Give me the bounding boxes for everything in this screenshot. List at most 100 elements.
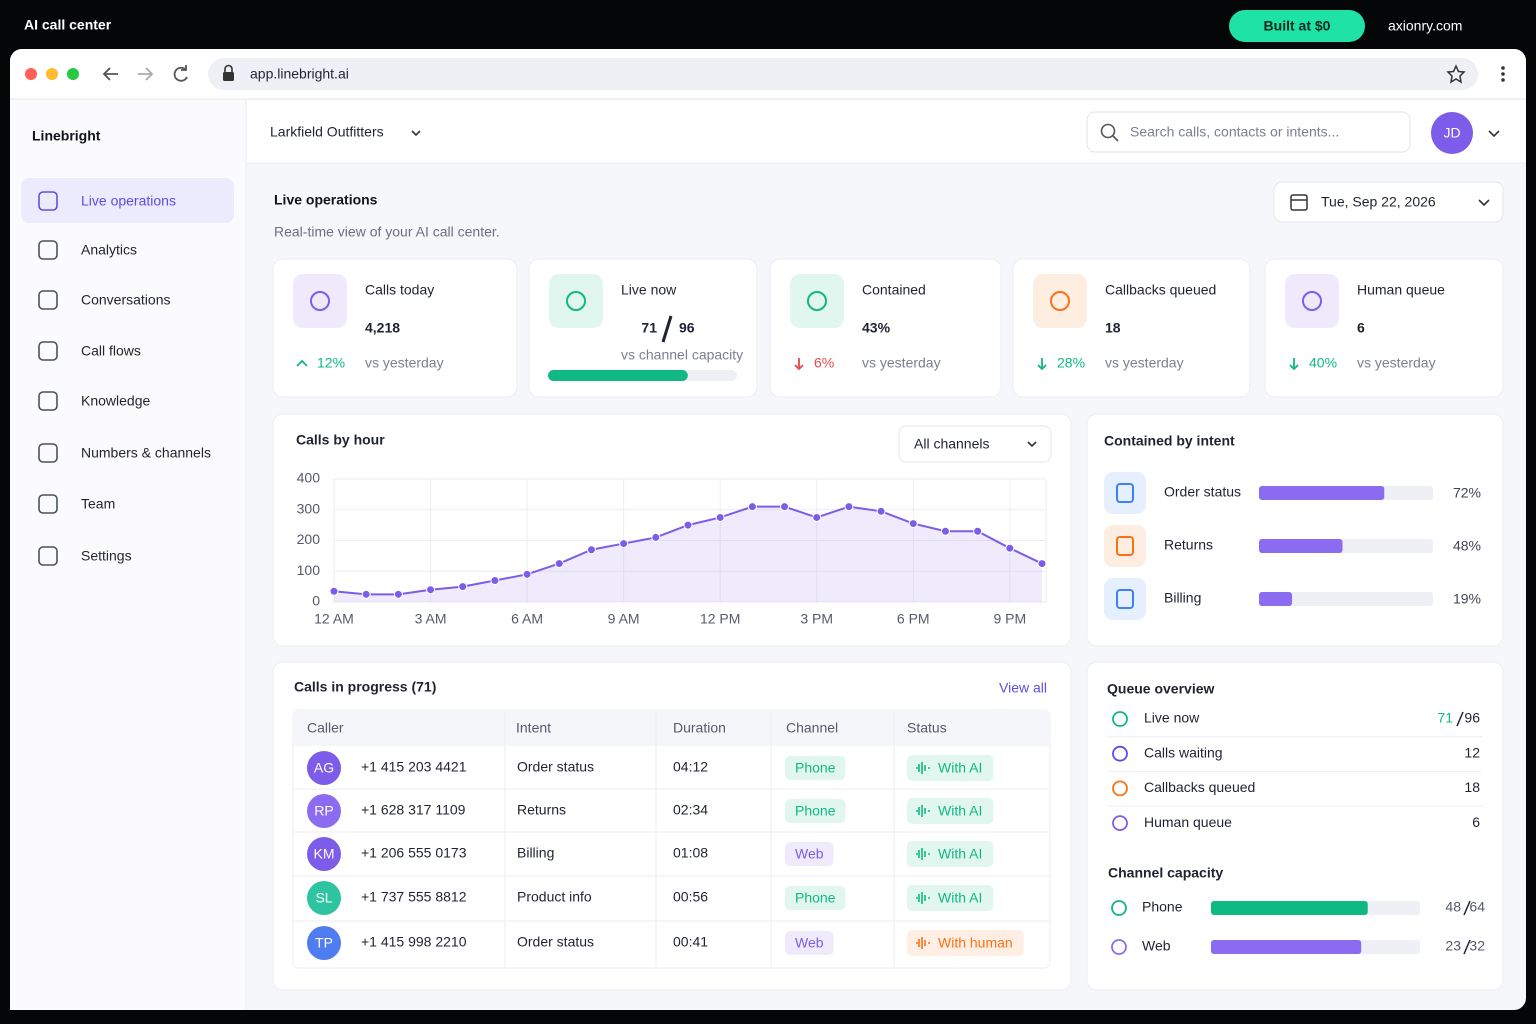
view-all-link[interactable]: View all: [999, 680, 1047, 696]
column-header: Status: [907, 720, 947, 736]
kpi-value: 18: [1105, 320, 1121, 336]
workspace-chevron[interactable]: [411, 130, 421, 137]
channel-filter-text: All channels: [914, 436, 990, 452]
search-icon-handle: [1112, 135, 1119, 142]
kpi-icon-bg: [549, 274, 603, 328]
close-dot[interactable]: [25, 68, 37, 80]
minimize-dot[interactable]: [46, 68, 58, 80]
channel-name: Phone: [1142, 899, 1183, 915]
kpi-icon-bg: [293, 274, 347, 328]
queue-icon: [1112, 815, 1128, 831]
menu-dots[interactable]: [1501, 66, 1505, 82]
status-icon: [916, 937, 930, 949]
point: [586, 545, 596, 555]
intent-card: [1086, 413, 1504, 647]
nav-icon: [38, 391, 58, 411]
point: [876, 506, 886, 516]
search-box[interactable]: [1086, 111, 1411, 153]
point: [1037, 559, 1047, 569]
page-title: Live operations: [274, 192, 378, 208]
point: [812, 512, 822, 522]
kpi-change: 6%: [814, 355, 834, 371]
channel-badge-text: Web: [795, 846, 824, 862]
intent-value-label: 48%: [1453, 538, 1481, 554]
nav-item[interactable]: Settings: [81, 548, 132, 564]
intent-bar: [1259, 539, 1343, 553]
kpi-capacity: 96: [679, 320, 695, 336]
intent-title: Contained by intent: [1104, 433, 1235, 449]
point: [426, 585, 436, 595]
progress-fill: [548, 370, 688, 381]
kpi-value: 43%: [862, 320, 891, 336]
kpi-value: 4,218: [365, 320, 400, 336]
channel-icon: [1111, 900, 1127, 916]
calls-table: [292, 709, 1051, 969]
caller-number: +1 415 203 4421: [361, 759, 467, 775]
caller-number: +1 737 555 8812: [361, 889, 467, 905]
nav-item[interactable]: Conversations: [81, 292, 171, 308]
page-subtitle: Real-time view of your AI call center.: [274, 224, 500, 240]
kpi-icon: [566, 291, 586, 311]
channel-badge: [785, 799, 846, 823]
queue-value: 12: [1464, 744, 1480, 760]
kpi-icon: [1050, 291, 1070, 311]
banner-title: AI call center: [24, 17, 112, 33]
capacity-used: 48: [1445, 899, 1461, 915]
intent-bar: [1259, 592, 1293, 606]
chart-card: [272, 413, 1072, 647]
x-tick-label: 6 AM: [511, 611, 543, 627]
intent-track: [1259, 592, 1433, 606]
nav-item[interactable]: Knowledge: [81, 393, 150, 409]
nav-item[interactable]: Call flows: [81, 343, 141, 359]
date-chevron[interactable]: [1478, 199, 1490, 207]
channel-badge-text: Phone: [795, 803, 836, 819]
forward-button[interactable]: [138, 67, 154, 81]
kpi-note: vs channel capacity: [621, 347, 743, 363]
intent-icon: [1116, 589, 1134, 609]
url: app.linebright.ai: [250, 66, 349, 82]
capacity-title: Channel capacity: [1108, 865, 1223, 881]
back-button[interactable]: [102, 67, 118, 81]
chart-title: Calls by hour: [296, 432, 385, 448]
nav-item[interactable]: Analytics: [81, 242, 137, 258]
nav-active-bg: [21, 178, 234, 223]
badge: [1229, 10, 1365, 42]
x-tick-label: 9 PM: [993, 611, 1026, 627]
badge-text: Built at $0: [1264, 18, 1331, 34]
intent-name: Billing: [1164, 590, 1201, 606]
channel-filter[interactable]: [898, 425, 1052, 463]
queue-slash: [1456, 711, 1464, 727]
y-tick-label: 0: [312, 593, 320, 609]
intent-name: Returns: [1164, 537, 1213, 553]
account-chevron[interactable]: [1488, 130, 1500, 138]
address-bar[interactable]: [208, 58, 1478, 90]
date-picker[interactable]: [1273, 181, 1504, 223]
queue-icon: [1112, 780, 1128, 797]
queue-name: Callbacks queued: [1144, 779, 1255, 795]
kpi-value: 71: [641, 320, 657, 336]
capacity-bar: [1211, 901, 1368, 915]
nav-item[interactable]: Team: [81, 496, 115, 512]
point: [780, 502, 790, 512]
column-header: Caller: [307, 720, 344, 736]
intent-icon-bg: [1104, 472, 1146, 514]
kpi-note: vs yesterday: [1357, 355, 1436, 371]
nav-item[interactable]: Numbers & channels: [81, 445, 211, 461]
caller-initials: RP: [314, 803, 333, 819]
kpi-icon: [807, 291, 827, 311]
calendar-icon: [1290, 194, 1308, 211]
sidebar: [10, 100, 246, 1010]
kpi-note: vs yesterday: [365, 355, 444, 371]
bookmark-star[interactable]: [1446, 64, 1466, 84]
search-placeholder: Search calls, contacts or intents...: [1130, 124, 1339, 140]
change-arrow: [1289, 358, 1299, 371]
call-intent: Product info: [517, 889, 592, 905]
status-badge-text: With AI: [938, 803, 982, 819]
caller-initials: KM: [314, 846, 335, 862]
capacity-slash: [1463, 939, 1471, 955]
avatar[interactable]: [1431, 112, 1473, 154]
reload-button[interactable]: [173, 65, 188, 82]
nav-item[interactable]: Live operations: [81, 193, 176, 209]
workspace[interactable]: Larkfield Outfitters: [270, 124, 384, 140]
maximize-dot[interactable]: [67, 68, 79, 80]
